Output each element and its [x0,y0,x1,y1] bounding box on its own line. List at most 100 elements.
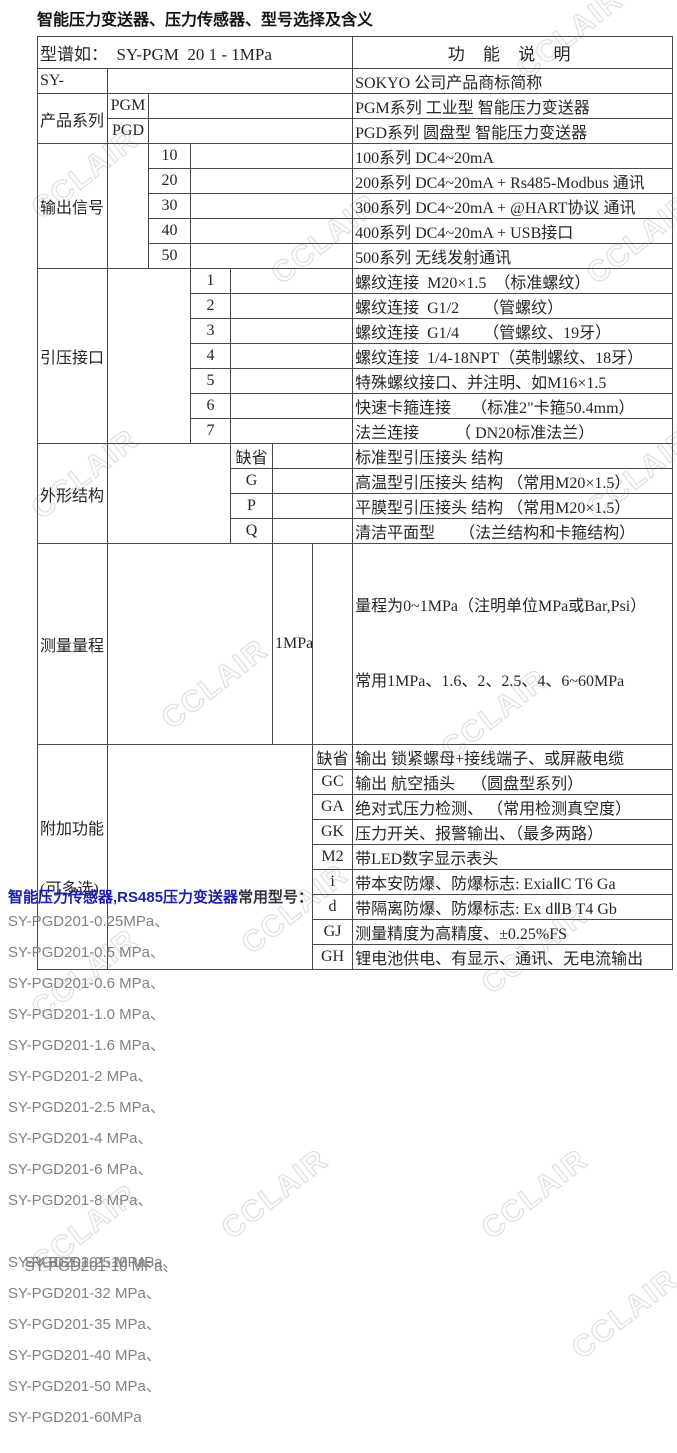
table-row: 5 特殊螺纹接口、并注明、如M16×1.5 [38,368,674,394]
empty-cell [189,193,354,219]
table-row: 输出信号 10 100系列 DC4~20mA [37,143,674,269]
model-example-header: 型谱如： SY-PGM 20 1 - 1MPa [36,36,354,69]
table-row: 2 螺纹连接 G1/2 （管螺纹） [38,293,674,319]
section-label-port: 引压接口 [37,268,108,444]
table-row: Q 清洁平面型 （法兰结构和卡箍结构） [38,518,674,544]
code-cell: G [230,468,273,494]
section-label-range: 测量量程 [37,543,108,745]
table-row: G 高温型引压接头 结构 （常用M20×1.5） [38,468,674,494]
code-cell: GC [311,769,354,795]
code-cell: 3 [190,318,231,344]
table-row: PGD PGD系列 圆盘型 智能压力变送器 [38,118,674,144]
empty-cell [229,318,354,344]
empty-cell [107,744,313,970]
description-cell: 螺纹连接 G1/4 （管螺纹、19牙） [352,318,674,344]
empty-cell [271,493,354,519]
description-cell: 标准型引压接头 结构 [352,443,674,469]
code-cell: d [311,894,354,920]
section-label-sy: SY- [37,68,108,94]
code-cell: 5 [190,368,231,394]
empty-cell [147,93,354,119]
description-cell: 测量精度为高精度、±0.25%FS [352,919,674,945]
description-cell: 平膜型引压接头 结构 （常用M20×1.5） [352,493,674,519]
range-desc-line1: 量程为0~1MPa（注明单位MPa或Bar,Psi） [355,598,647,615]
description-cell: PGD系列 圆盘型 智能压力变送器 [352,118,674,144]
code-cell: 20 [148,168,191,194]
code-cell: GK [311,819,354,845]
empty-cell [229,393,354,419]
table-row: SY- SOKYO 公司产品商标简称 [37,68,674,94]
model-item: SY-PGD201-32 MPa、 [8,1285,161,1302]
empty-cell [107,443,231,544]
code-cell: GA [311,794,354,820]
watermark: CCLAIR [475,1142,595,1246]
code-cell: 7 [190,418,231,444]
description-cell: 200系列 DC4~20mA + Rs485-Modbus 通讯 [352,168,674,194]
model-item: SY-PGD201-2 MPa、 [8,1068,153,1085]
empty-cell [107,268,191,444]
model-item-text: SY-PGD201-10 MPa、 [24,1254,178,1271]
code-cell: 缺省 [230,443,273,469]
empty-cell [107,543,273,745]
description-cell: SOKYO 公司产品商标简称 [352,68,674,94]
table-row: 引压接口 1 螺纹连接 M20×1.5 （标准螺纹） [37,268,674,444]
description-cell: 400系列 DC4~20mA + USB接口 [352,218,674,244]
models-heading-suffix: 常用型号： [238,889,314,906]
code-cell: PGM [107,93,149,119]
section-label-shape: 外形结构 [37,443,108,544]
empty-cell [189,243,354,269]
code-cell: Q [230,518,273,544]
description-cell: 输出 锁紧螺母+接线端子、或屏蔽电缆 [352,744,674,770]
section-label-addon: 附加功能 (可多选) [37,744,108,970]
description-cell: 螺纹连接 M20×1.5 （标准螺纹） [352,268,674,294]
table-row: 外形结构 缺省 标准型引压接头 结构 [37,443,674,544]
code-cell: 缺省 [311,744,354,770]
model-item-ghost: SY-PGD201-10 MPa、 [24,1258,178,1275]
page-title: 智能压力变送器、压力传感器、型号选择及含义 [37,12,374,29]
table-row: i 带本安防爆、防爆标志: ExiaⅡC T6 Ga [38,869,674,895]
description-cell: 300系列 DC4~20mA + @HART协议 通讯 [352,193,674,219]
addon-label-line1: 附加功能 [40,821,105,838]
model-item-doubled: SY-PGD201-10 MPa、 SY-PGD201-10 MPa、 [8,1216,178,1275]
model-item: SY-PGD201-4 MPa、 [8,1130,153,1147]
table-row: d 带隔离防爆、防爆标志: Ex dⅡB T4 Gb [38,894,674,920]
watermark: CCLAIR [565,1262,677,1366]
description-cell: 高温型引压接头 结构 （常用M20×1.5） [352,468,674,494]
code-cell: P [230,493,273,519]
description-cell: 绝对式压力检测、 （常用检测真空度） [352,794,674,820]
table-row: 7 法兰连接 （ DN20标准法兰） [38,418,674,444]
function-desc-header: 功 能 说 明 [352,36,674,69]
description-cell: 压力开关、报警输出、（最多两路） [352,819,674,845]
table-row: 产品系列 PGM PGM系列 工业型 智能压力变送器 [37,93,674,144]
model-item: SY-PGD201-50 MPa、 [8,1378,161,1395]
model-selection-table: 型谱如： SY-PGM 20 1 - 1MPa 功 能 说 明 SY- SOKY… [36,36,674,970]
table-row: 30 300系列 DC4~20mA + @HART协议 通讯 [38,193,674,219]
code-cell: M2 [311,844,354,870]
description-cell: 清洁平面型 （法兰结构和卡箍结构） [352,518,674,544]
empty-cell [189,143,354,169]
empty-cell [189,218,354,244]
code-cell: 1MPa [272,543,313,745]
description-cell: 法兰连接 （ DN20标准法兰） [352,418,674,444]
description-cell: 快速卡箍连接 （标准2"卡箍50.4mm） [352,393,674,419]
code-cell: 10 [148,143,191,169]
code-cell: 4 [190,343,231,369]
code-cell: i [311,869,354,895]
table-row: 6 快速卡箍连接 （标准2"卡箍50.4mm） [38,393,674,419]
table-row: GC 输出 航空插头 （圆盘型系列） [38,769,674,795]
table-row: 测量量程 1MPa 量程为0~1MPa（注明单位MPa或Bar,Psi） 常用1… [37,543,674,745]
description-cell: 带隔离防爆、防爆标志: Ex dⅡB T4 Gb [352,894,674,920]
code-cell: 40 [148,218,191,244]
model-item: SY-PGD201-1.0 MPa、 [8,1006,166,1023]
models-heading-product: 智能压力传感器,RS485压力变送器 [8,889,239,906]
model-item: SY-PGD201-25 MPa、 [8,1254,161,1271]
empty-cell [189,168,354,194]
description-cell: 螺纹连接 1/4-18NPT（英制螺纹、18牙） [352,343,674,369]
range-desc-line2: 常用1MPa、1.6、2、2.5、4、6~60MPa [355,673,625,690]
model-item: SY-PGD201-35 MPa、 [8,1316,161,1333]
empty-cell [271,443,354,469]
description-cell: 螺纹连接 G1/2 （管螺纹） [352,293,674,319]
description-cell: 量程为0~1MPa（注明单位MPa或Bar,Psi） 常用1MPa、1.6、2、… [352,543,674,745]
code-cell: GH [311,944,354,970]
model-list: SY-PGD201-0.25MPa、 SY-PGD201-0.5 MPa、 SY… [8,906,178,1433]
